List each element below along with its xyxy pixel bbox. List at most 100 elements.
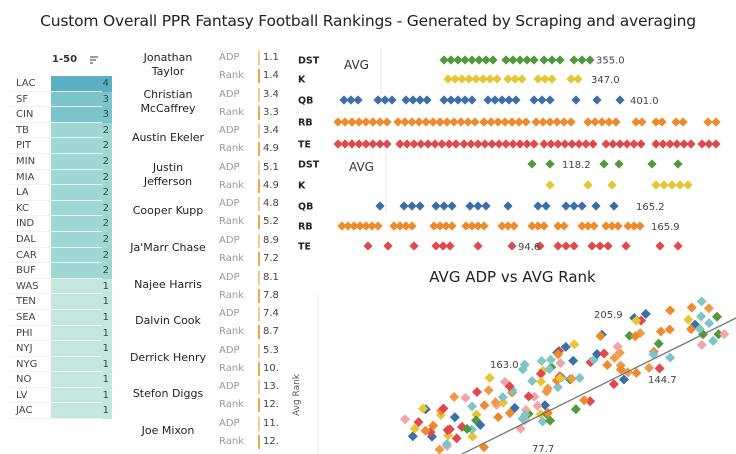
player-entry[interactable]: Dalvin Cook ADP 7.4 Rank 8.7 — [122, 305, 282, 342]
rb-point[interactable] — [509, 221, 519, 231]
scatter-point[interactable] — [536, 356, 547, 367]
rb-point[interactable] — [429, 221, 439, 231]
scatter-point[interactable] — [686, 324, 697, 335]
rb-point[interactable] — [552, 117, 562, 127]
qb-point[interactable] — [577, 201, 587, 211]
scatter-point[interactable] — [595, 331, 606, 342]
scatter-point[interactable] — [630, 331, 641, 342]
te-point[interactable] — [665, 139, 675, 149]
scatter-point[interactable] — [545, 354, 556, 365]
te-point[interactable] — [437, 139, 447, 149]
rb-point[interactable] — [479, 117, 489, 127]
rb-point[interactable] — [343, 221, 353, 231]
scatter-point[interactable] — [520, 409, 531, 420]
qb-point[interactable] — [504, 95, 514, 105]
rb-point[interactable] — [566, 117, 576, 127]
team-row[interactable]: 3 SF — [10, 91, 112, 108]
scatter-point[interactable] — [479, 400, 490, 411]
dst-point[interactable] — [439, 55, 449, 65]
k-point[interactable] — [450, 74, 460, 84]
te-point[interactable] — [567, 139, 577, 149]
qb-point[interactable] — [465, 201, 475, 211]
te-point[interactable] — [382, 139, 392, 149]
scatter-point[interactable] — [504, 408, 515, 419]
qb-point[interactable] — [561, 201, 571, 211]
scatter-point[interactable] — [532, 400, 543, 411]
dst-point[interactable] — [481, 55, 491, 65]
rb-point[interactable] — [389, 221, 399, 231]
scatter-point[interactable] — [566, 373, 577, 384]
te-point[interactable] — [383, 241, 393, 250]
te-point[interactable] — [629, 139, 639, 149]
dst-point[interactable] — [508, 55, 518, 65]
team-column-header[interactable]: 1-50 — [52, 54, 78, 65]
scatter-point[interactable] — [708, 335, 719, 346]
scatter-point[interactable] — [544, 364, 555, 375]
scatter-point[interactable] — [460, 392, 471, 403]
scatter-point[interactable] — [648, 349, 659, 360]
k-point[interactable] — [503, 74, 513, 84]
rb-point[interactable] — [461, 221, 471, 231]
scatter-point[interactable] — [527, 376, 538, 387]
scatter-point[interactable] — [475, 420, 486, 431]
rb-point[interactable] — [375, 117, 385, 127]
rb-point[interactable] — [382, 117, 392, 127]
te-point[interactable] — [603, 241, 613, 250]
k-point[interactable] — [492, 74, 502, 84]
rb-point[interactable] — [538, 117, 548, 127]
scatter-point[interactable] — [535, 368, 546, 379]
scatter-point[interactable] — [551, 375, 562, 386]
team-row[interactable]: 2 PIT — [10, 138, 112, 154]
k-point[interactable] — [683, 180, 693, 190]
rb-point[interactable] — [671, 117, 681, 127]
te-point[interactable] — [608, 139, 618, 149]
scatter-point[interactable] — [631, 315, 642, 326]
scatter-point[interactable] — [624, 330, 635, 341]
team-row[interactable]: 3 CIN — [10, 107, 112, 123]
qb-point[interactable] — [481, 201, 491, 211]
te-point[interactable] — [402, 139, 412, 149]
dst-point[interactable] — [555, 55, 565, 65]
rb-point[interactable] — [539, 221, 549, 231]
te-point[interactable] — [622, 139, 632, 149]
scatter-point[interactable] — [504, 381, 515, 392]
rb-point[interactable] — [361, 221, 371, 231]
te-point[interactable] — [636, 139, 646, 149]
scatter-point[interactable] — [539, 400, 550, 411]
scatter-point[interactable] — [428, 420, 439, 431]
scatter-point[interactable] — [570, 404, 581, 415]
te-point[interactable] — [507, 241, 517, 250]
player-entry[interactable]: Christian McCaffrey ADP 3.4 Rank 3.3 — [122, 86, 282, 123]
rb-point[interactable] — [521, 117, 531, 127]
scatter-point[interactable] — [574, 373, 585, 384]
rb-point[interactable] — [527, 221, 537, 231]
k-point[interactable] — [533, 74, 543, 84]
scatter-point[interactable] — [467, 431, 478, 442]
scatter-point[interactable] — [555, 358, 566, 369]
rb-point[interactable] — [577, 221, 587, 231]
te-point[interactable] — [672, 139, 682, 149]
rb-point[interactable] — [601, 221, 611, 231]
qb-point[interactable] — [422, 95, 432, 105]
rb-point[interactable] — [435, 117, 445, 127]
qb-point[interactable] — [545, 95, 555, 105]
rb-point[interactable] — [514, 117, 524, 127]
player-entry[interactable]: Stefon Diggs ADP 13. Rank 12. — [122, 378, 282, 415]
te-point[interactable] — [679, 139, 689, 149]
scatter-point[interactable] — [643, 362, 654, 373]
qb-point[interactable] — [415, 201, 425, 211]
scatter-point[interactable] — [442, 425, 453, 436]
qb-point[interactable] — [609, 201, 619, 211]
player-entry[interactable]: Najee Harris ADP 8.1 Rank 7.8 — [122, 269, 282, 306]
rb-point[interactable] — [590, 117, 600, 127]
te-point[interactable] — [539, 139, 549, 149]
scatter-point[interactable] — [653, 338, 664, 349]
dst-point[interactable] — [539, 55, 549, 65]
scatter-point[interactable] — [509, 402, 520, 413]
scatter-point[interactable] — [467, 401, 478, 412]
rb-point[interactable] — [703, 117, 713, 127]
rb-point[interactable] — [428, 117, 438, 127]
dst-point[interactable] — [673, 159, 683, 169]
scatter-point[interactable] — [493, 412, 504, 423]
qb-point[interactable] — [473, 201, 483, 211]
